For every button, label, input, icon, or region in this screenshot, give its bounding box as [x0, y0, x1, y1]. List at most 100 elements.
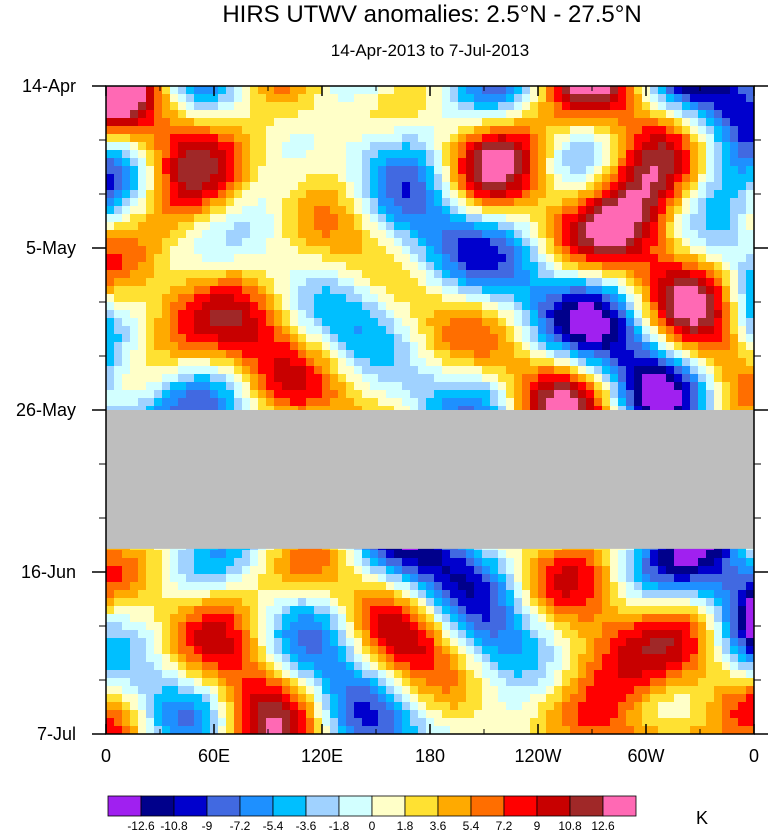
- field-cell: [610, 246, 619, 255]
- field-cell: [130, 190, 139, 199]
- field-cell: [506, 102, 515, 111]
- field-cell: [538, 286, 547, 295]
- field-cell: [266, 158, 275, 167]
- field-cell: [506, 310, 515, 319]
- field-cell: [402, 334, 411, 343]
- field-cell: [698, 102, 707, 111]
- field-cell: [322, 566, 331, 575]
- field-cell: [130, 142, 139, 151]
- field-cell: [290, 382, 299, 391]
- field-cell: [466, 158, 475, 167]
- field-cell: [706, 238, 715, 247]
- field-cell: [522, 198, 531, 207]
- field-cell: [362, 174, 371, 183]
- field-cell: [202, 174, 211, 183]
- field-cell: [514, 278, 523, 287]
- field-cell: [634, 278, 643, 287]
- field-cell: [162, 150, 171, 159]
- field-cell: [274, 190, 283, 199]
- field-cell: [226, 94, 235, 103]
- field-cell: [586, 110, 595, 119]
- field-cell: [218, 238, 227, 247]
- field-cell: [378, 318, 387, 327]
- field-cell: [618, 310, 627, 319]
- field-cell: [634, 286, 643, 295]
- field-cell: [362, 254, 371, 263]
- field-cell: [218, 398, 227, 407]
- field-cell: [554, 110, 563, 119]
- field-cell: [730, 294, 739, 303]
- field-cell: [250, 382, 259, 391]
- field-cell: [338, 142, 347, 151]
- field-cell: [426, 390, 435, 399]
- field-cell: [594, 374, 603, 383]
- field-cell: [554, 310, 563, 319]
- field-cell: [258, 126, 267, 135]
- field-cell: [146, 382, 155, 391]
- field-cell: [634, 382, 643, 391]
- field-cell: [498, 150, 507, 159]
- field-cell: [178, 270, 187, 279]
- field-cell: [210, 174, 219, 183]
- field-cell: [578, 150, 587, 159]
- field-cell: [498, 358, 507, 367]
- field-cell: [442, 318, 451, 327]
- field-cell: [242, 398, 251, 407]
- field-cell: [650, 366, 659, 375]
- field-cell: [626, 246, 635, 255]
- field-cell: [266, 174, 275, 183]
- field-cell: [490, 230, 499, 239]
- field-cell: [170, 102, 179, 111]
- field-cell: [722, 198, 731, 207]
- field-cell: [402, 150, 411, 159]
- field-cell: [458, 278, 467, 287]
- field-cell: [514, 86, 523, 95]
- field-cell: [258, 246, 267, 255]
- field-cell: [386, 182, 395, 191]
- field-cell: [634, 294, 643, 303]
- field-cell: [106, 342, 115, 351]
- field-cell: [530, 110, 539, 119]
- field-cell: [602, 254, 611, 263]
- field-cell: [274, 326, 283, 335]
- field-cell: [162, 270, 171, 279]
- field-cell: [354, 150, 363, 159]
- field-cell: [538, 318, 547, 327]
- field-cell: [354, 574, 363, 583]
- field-cell: [218, 102, 227, 111]
- field-cell: [298, 126, 307, 135]
- field-cell: [362, 118, 371, 127]
- field-cell: [746, 286, 755, 295]
- field-cell: [234, 230, 243, 239]
- field-cell: [714, 86, 723, 95]
- field-cell: [314, 166, 323, 175]
- field-cell: [746, 318, 755, 327]
- field-cell: [250, 158, 259, 167]
- field-cell: [474, 350, 483, 359]
- field-cell: [634, 118, 643, 127]
- field-cell: [298, 214, 307, 223]
- field-cell: [490, 366, 499, 375]
- field-cell: [226, 366, 235, 375]
- field-cell: [162, 198, 171, 207]
- field-cell: [682, 310, 691, 319]
- field-cell: [210, 398, 219, 407]
- field-cell: [114, 310, 123, 319]
- field-cell: [514, 102, 523, 111]
- field-cell: [738, 398, 747, 407]
- field-cell: [690, 302, 699, 311]
- field-cell: [282, 214, 291, 223]
- field-cell: [618, 286, 627, 295]
- field-cell: [610, 238, 619, 247]
- field-cell: [346, 238, 355, 247]
- field-cell: [626, 190, 635, 199]
- field-cell: [706, 150, 715, 159]
- field-cell: [738, 254, 747, 263]
- field-cell: [546, 246, 555, 255]
- field-cell: [394, 246, 403, 255]
- field-cell: [234, 222, 243, 231]
- field-cell: [498, 382, 507, 391]
- field-cell: [402, 158, 411, 167]
- field-cell: [290, 142, 299, 151]
- field-cell: [418, 94, 427, 103]
